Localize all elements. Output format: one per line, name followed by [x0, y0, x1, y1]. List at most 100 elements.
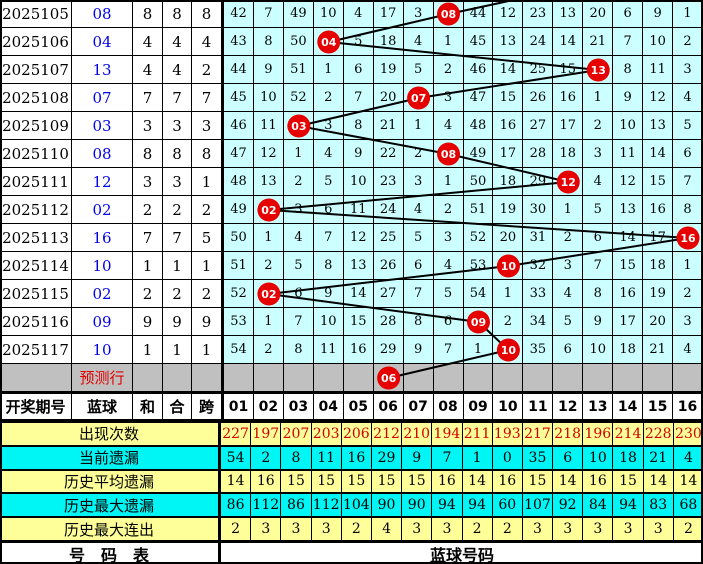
stat-value: 15 [523, 470, 554, 493]
header-kua: 跨 [192, 392, 221, 420]
omission-cell: 5 [583, 196, 614, 224]
omission-cell: 52 [283, 84, 314, 112]
omission-cell [433, 364, 464, 392]
omission-cell: 14 [643, 140, 674, 168]
omission-cell: 3 [403, 0, 434, 28]
footer-left-label: 号 码 表 [0, 543, 221, 564]
omission-cell: 8 [583, 280, 614, 308]
omission-cell: 4 [553, 280, 584, 308]
footer-row: 号 码 表 蓝球号码 [0, 540, 703, 564]
omission-cell: 1 [283, 140, 314, 168]
omission-cell: 1 [583, 84, 614, 112]
ball-column-header: 06 [373, 392, 404, 420]
stat-value: 92 [553, 494, 584, 517]
omission-cell: 9 [643, 0, 674, 28]
header-ball: 蓝球 [72, 392, 133, 420]
omission-cell: 19 [643, 280, 674, 308]
blue-ball-cell: 13 [72, 56, 133, 84]
omission-cell: 47 [224, 140, 254, 168]
hezhi-cell [163, 364, 192, 392]
omission-cell: 4 [433, 112, 464, 140]
period-cell: 2025113 [0, 224, 72, 252]
stat-value: 90 [402, 494, 433, 517]
blue-ball-cell: 04 [72, 28, 133, 56]
stat-value: 16 [493, 470, 523, 493]
omission-cell: 3 [283, 196, 314, 224]
stat-value: 94 [613, 494, 644, 517]
stat-value: 86 [221, 494, 252, 517]
stat-value: 15 [342, 470, 372, 493]
omission-cell [373, 364, 404, 392]
stat-value: 3 [312, 518, 342, 540]
omission-cell: 23 [373, 168, 404, 196]
omission-cell: 22 [373, 140, 404, 168]
blue-ball-cell: 08 [72, 140, 133, 168]
omission-cell: 9 [583, 308, 614, 336]
omission-cell: 51 [463, 196, 494, 224]
stat-value: 112 [312, 494, 342, 517]
omission-cell: 13 [553, 0, 584, 28]
omission-cell [283, 112, 314, 140]
omission-cell: 45 [224, 84, 254, 112]
omission-cell: 18 [613, 336, 644, 364]
omission-cell: 45 [463, 28, 494, 56]
omission-cell: 48 [224, 168, 254, 196]
omission-cell: 50 [463, 168, 494, 196]
stat-value: 228 [644, 423, 674, 445]
he-cell: 3 [133, 168, 163, 196]
stat-value: 16 [251, 470, 282, 493]
omission-cell: 12 [613, 168, 644, 196]
omission-cell: 15 [343, 308, 374, 336]
stat-value: 3 [523, 518, 554, 540]
omission-cell [643, 364, 674, 392]
omission-cell: 16 [643, 196, 674, 224]
period-row: 2025112 02 2 2 2 [0, 196, 221, 224]
omission-cell [673, 224, 703, 252]
stat-value: 2 [683, 521, 693, 538]
omission-cell: 17 [613, 308, 644, 336]
omission-cell: 7 [673, 168, 703, 196]
omission-cell [224, 364, 254, 392]
omission-cell: 7 [343, 84, 374, 112]
omission-cell [433, 0, 464, 28]
omission-cell: 6 [583, 224, 614, 252]
stat-label: 历史最大连出 [0, 518, 221, 540]
omission-cell: 12 [343, 224, 374, 252]
omission-cell: 1 [403, 112, 434, 140]
omission-cell: 16 [343, 336, 374, 364]
stat-label: 历史最大遗漏 [0, 494, 221, 517]
hezhi-cell: 7 [163, 224, 192, 252]
omission-cell: 9 [343, 140, 374, 168]
stat-value: 206 [342, 423, 372, 445]
period-cell [0, 364, 72, 392]
stat-value: 94 [432, 494, 463, 517]
omission-cell: 5 [403, 224, 434, 252]
omission-cell: 30 [523, 196, 554, 224]
omission-cell [493, 364, 524, 392]
omission-cell: 25 [523, 56, 554, 84]
omission-cell: 8 [673, 196, 703, 224]
stat-value: 83 [644, 494, 674, 517]
kua-cell: 1 [192, 168, 221, 196]
omission-cell: 17 [553, 112, 584, 140]
stat-value: 14 [221, 470, 252, 493]
omission-cell: 19 [373, 56, 404, 84]
ball-column-header: 01 [224, 392, 254, 420]
omission-cell [583, 364, 614, 392]
omission-cell: 15 [493, 84, 524, 112]
omission-cell: 31 [523, 224, 554, 252]
omission-cell: 32 [523, 252, 554, 280]
period-cell: 2025107 [0, 56, 72, 84]
omission-cell: 1 [553, 196, 584, 224]
stat-value: 6 [553, 446, 584, 469]
omission-cell: 8 [283, 336, 314, 364]
omission-cell: 12 [493, 0, 524, 28]
hezhi-cell: 3 [163, 112, 192, 140]
omission-cell: 44 [224, 56, 254, 84]
omission-cell: 26 [523, 84, 554, 112]
omission-cell: 6 [433, 308, 464, 336]
omission-cell [673, 364, 703, 392]
omission-cell: 12 [643, 84, 674, 112]
stat-value: 227 [221, 423, 252, 445]
omission-cell: 34 [523, 308, 554, 336]
